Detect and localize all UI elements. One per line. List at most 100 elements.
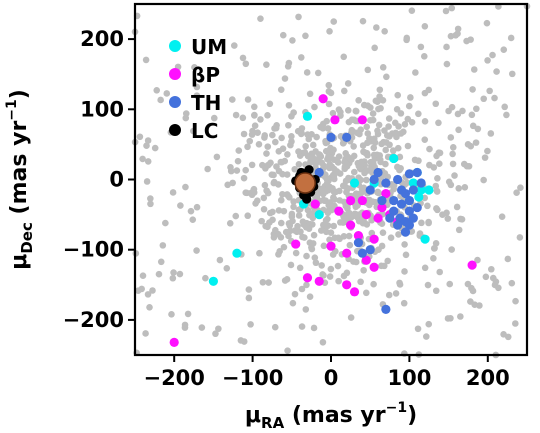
- background-point: [314, 190, 321, 198]
- background-point: [191, 63, 198, 71]
- background-point: [508, 279, 516, 287]
- background-point: [386, 132, 393, 140]
- background-point: [242, 166, 249, 174]
- background-point: [265, 161, 272, 169]
- background-point: [264, 189, 272, 197]
- background-point: [435, 119, 442, 127]
- background-point: [151, 144, 159, 152]
- background-point: [327, 229, 335, 236]
- data-point: [404, 169, 414, 179]
- data-point: [408, 185, 418, 195]
- background-point: [320, 197, 328, 204]
- background-point: [285, 101, 293, 109]
- background-point: [198, 324, 206, 331]
- background-point: [359, 142, 367, 149]
- background-point: [147, 200, 154, 208]
- annotation-marker: [294, 172, 316, 194]
- background-point: [261, 181, 269, 189]
- data-point: [389, 153, 399, 164]
- background-point: [447, 181, 455, 189]
- data-point: [369, 262, 379, 272]
- background-point: [317, 227, 325, 234]
- background-point: [270, 234, 278, 241]
- background-point: [308, 152, 316, 159]
- background-point: [275, 167, 283, 175]
- background-point: [264, 223, 271, 231]
- background-point: [157, 258, 165, 266]
- background-point: [436, 268, 444, 276]
- background-point: [292, 249, 300, 257]
- background-point: [369, 116, 377, 124]
- background-point: [228, 96, 236, 103]
- background-point: [405, 102, 413, 110]
- background-point: [239, 54, 247, 62]
- background-point: [256, 249, 263, 257]
- data-point: [326, 241, 336, 251]
- background-point: [513, 189, 520, 197]
- y-tick-label: 100: [80, 97, 124, 121]
- data-point: [404, 206, 414, 216]
- background-point: [381, 28, 388, 35]
- background-point: [286, 194, 293, 201]
- background-point: [425, 86, 433, 94]
- background-point: [355, 97, 362, 104]
- background-point: [223, 264, 231, 272]
- background-point: [260, 194, 268, 202]
- data-point: [357, 248, 367, 258]
- background-point: [288, 112, 295, 120]
- data-point: [365, 185, 375, 195]
- legend-marker: [169, 40, 181, 52]
- data-point: [416, 178, 426, 188]
- background-point: [355, 160, 362, 168]
- background-point: [431, 244, 438, 252]
- background-point: [397, 130, 405, 137]
- background-point: [254, 129, 261, 136]
- x-tick-label: −200: [143, 366, 204, 390]
- background-point: [285, 121, 292, 129]
- background-point: [264, 112, 271, 119]
- background-point: [370, 144, 378, 152]
- background-point: [329, 185, 336, 192]
- background-point: [360, 266, 367, 274]
- background-point: [353, 212, 360, 220]
- background-point: [434, 206, 441, 214]
- background-point: [448, 4, 456, 12]
- background-point: [443, 209, 450, 217]
- background-point: [461, 184, 469, 191]
- background-point: [340, 53, 348, 61]
- background-point: [319, 120, 327, 128]
- background-point: [270, 171, 277, 179]
- data-point: [389, 206, 399, 216]
- data-point: [326, 132, 336, 142]
- background-point: [447, 314, 454, 322]
- background-point: [424, 281, 432, 289]
- background-point: [336, 219, 344, 226]
- background-point: [142, 56, 150, 64]
- data-point: [318, 94, 328, 104]
- background-point: [498, 213, 506, 221]
- background-point: [277, 158, 285, 166]
- background-point: [283, 276, 291, 283]
- background-point: [434, 175, 441, 182]
- background-point: [244, 143, 251, 151]
- background-point: [379, 229, 387, 236]
- data-point: [357, 115, 367, 125]
- background-point: [482, 273, 490, 281]
- background-point: [259, 161, 266, 169]
- background-point: [282, 228, 290, 236]
- background-point: [251, 111, 258, 119]
- x-axis-ticks: −200 −100 0 100 200: [143, 355, 510, 390]
- background-point: [382, 160, 389, 168]
- background-point: [302, 306, 310, 313]
- background-point: [312, 259, 320, 267]
- data-point: [420, 234, 430, 244]
- background-point: [407, 94, 414, 101]
- y-tick-label: −200: [63, 308, 124, 332]
- background-point: [463, 162, 471, 170]
- background-point: [224, 181, 231, 189]
- background-point: [202, 274, 209, 282]
- background-point: [335, 153, 343, 160]
- background-point: [277, 86, 285, 93]
- background-point: [270, 179, 278, 187]
